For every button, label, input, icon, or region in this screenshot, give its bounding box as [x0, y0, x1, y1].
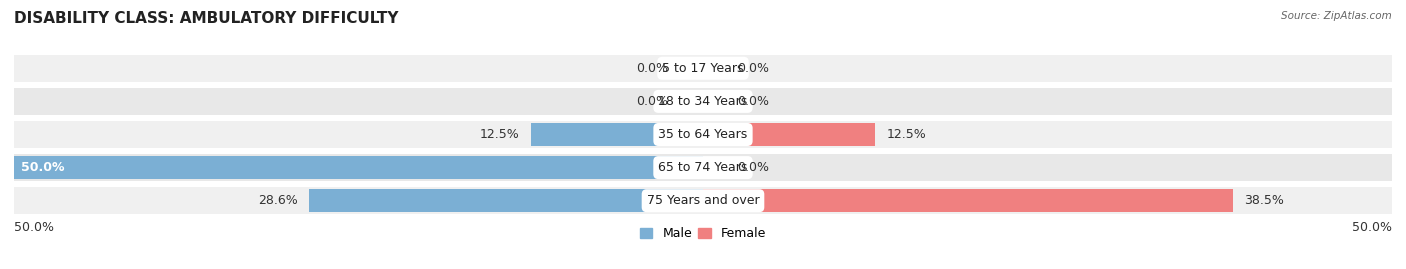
Bar [14, 88, 1392, 115]
Text: 12.5%: 12.5% [479, 128, 520, 141]
Bar [14, 187, 1392, 214]
Bar [309, 189, 703, 212]
Text: 0.0%: 0.0% [738, 161, 769, 174]
Text: Source: ZipAtlas.com: Source: ZipAtlas.com [1281, 11, 1392, 21]
Legend: Male, Female: Male, Female [636, 222, 770, 245]
Bar [14, 154, 1392, 181]
Text: 18 to 34 Years: 18 to 34 Years [658, 95, 748, 108]
Bar [703, 189, 1233, 212]
Text: 65 to 74 Years: 65 to 74 Years [658, 161, 748, 174]
Text: DISABILITY CLASS: AMBULATORY DIFFICULTY: DISABILITY CLASS: AMBULATORY DIFFICULTY [14, 11, 398, 26]
Text: 50.0%: 50.0% [21, 161, 65, 174]
Text: 0.0%: 0.0% [738, 62, 769, 75]
Text: 5 to 17 Years: 5 to 17 Years [662, 62, 744, 75]
Text: 0.0%: 0.0% [637, 95, 669, 108]
Text: 28.6%: 28.6% [259, 194, 298, 207]
Text: 50.0%: 50.0% [1353, 221, 1392, 234]
Bar [703, 123, 875, 146]
Text: 50.0%: 50.0% [14, 221, 53, 234]
Text: 12.5%: 12.5% [886, 128, 927, 141]
Text: 0.0%: 0.0% [637, 62, 669, 75]
Bar [531, 123, 703, 146]
Bar [14, 121, 1392, 148]
Text: 35 to 64 Years: 35 to 64 Years [658, 128, 748, 141]
Text: 0.0%: 0.0% [738, 95, 769, 108]
Text: 75 Years and over: 75 Years and over [647, 194, 759, 207]
Bar [14, 156, 703, 179]
Bar [14, 55, 1392, 82]
Text: 38.5%: 38.5% [1244, 194, 1285, 207]
